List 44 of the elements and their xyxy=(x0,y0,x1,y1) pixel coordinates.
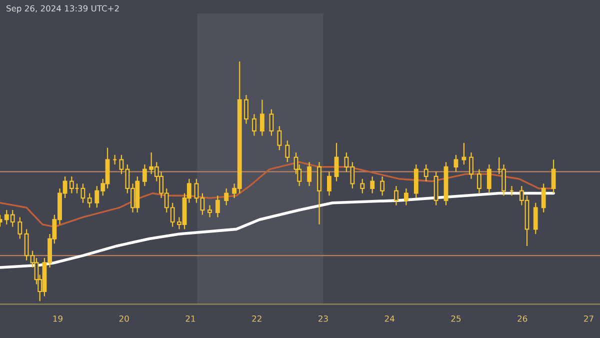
text: Sep 26, 2024 13:39 UTC+2 xyxy=(6,5,119,14)
candlestick xyxy=(224,188,229,206)
x-tick-label: 22 xyxy=(252,315,262,322)
candlestick xyxy=(533,202,538,235)
candlestick xyxy=(285,140,290,163)
x-tick-label: 21 xyxy=(186,315,196,322)
candlestick xyxy=(424,164,428,182)
candlestick xyxy=(414,164,418,199)
candlestick xyxy=(360,178,365,194)
candlestick xyxy=(87,192,92,208)
candlestick xyxy=(142,164,147,187)
candlestick xyxy=(434,171,438,206)
candlestick xyxy=(462,142,466,166)
candlestick xyxy=(334,142,339,182)
x-tick-label: 25 xyxy=(451,315,461,322)
candlestick xyxy=(244,94,248,124)
x-tick-label: 26 xyxy=(518,315,528,322)
candlestick xyxy=(486,164,492,194)
candlestick xyxy=(394,186,398,206)
x-tick-label: 23 xyxy=(318,315,328,322)
candlestick xyxy=(404,188,408,206)
candlestick xyxy=(317,162,322,225)
candlestick xyxy=(260,99,264,136)
candlestick xyxy=(541,183,546,213)
candlestick xyxy=(370,176,375,194)
candlestick xyxy=(380,176,385,196)
candlestick xyxy=(277,126,282,151)
candlestick xyxy=(215,195,220,218)
candlestick xyxy=(252,114,256,136)
candlestick xyxy=(469,152,474,180)
candlestick xyxy=(476,168,482,194)
candlestick xyxy=(80,183,86,204)
x-tick-label: 20 xyxy=(119,315,129,322)
candlestick xyxy=(18,216,22,240)
candlestick xyxy=(502,164,506,196)
candlestick xyxy=(269,108,274,136)
x-tick-label: 19 xyxy=(53,315,62,322)
x-tick-label: 27 xyxy=(584,315,594,322)
candlestick xyxy=(326,171,332,196)
candlestick xyxy=(307,162,312,187)
x-tick-label: 24 xyxy=(384,315,394,322)
candlestick xyxy=(208,204,212,218)
candlestick xyxy=(551,159,556,194)
candlestick xyxy=(454,154,458,172)
